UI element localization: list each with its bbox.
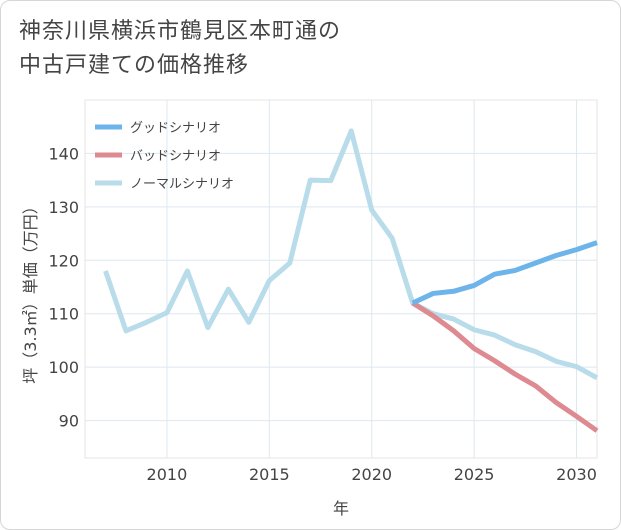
legend-label: バッドシナリオ bbox=[130, 149, 221, 164]
y-tick-label: 120 bbox=[48, 251, 79, 270]
y-tick-label: 90 bbox=[59, 412, 79, 431]
chart-title: 神奈川県横浜市鶴見区本町通の 中古戸建ての価格推移 bbox=[19, 15, 609, 83]
y-tick-label: 100 bbox=[48, 358, 79, 377]
plot-area bbox=[84, 99, 598, 459]
grid-lines bbox=[84, 99, 598, 459]
x-tick-label: 2015 bbox=[249, 465, 290, 484]
y-axis-label: 坪（3.3㎡）単価（万円） bbox=[21, 198, 40, 383]
x-tick-label: 2025 bbox=[454, 465, 495, 484]
x-axis-label: 年 bbox=[333, 499, 349, 518]
series-line-2 bbox=[103, 128, 599, 381]
legend-label: ノーマルシナリオ bbox=[130, 177, 234, 192]
series-lines bbox=[103, 128, 599, 433]
tick-labels: 2010 2015 2020 2025 2030 90 100 110 120 130 140 bbox=[48, 144, 596, 484]
chart-title-line-1: 神奈川県横浜市鶴見区本町通の bbox=[19, 19, 342, 44]
y-tick-label: 140 bbox=[48, 144, 79, 163]
x-tick-label: 2020 bbox=[351, 465, 392, 484]
x-tick-label: 2010 bbox=[147, 465, 188, 484]
legend-label: グッドシナリオ bbox=[130, 121, 221, 136]
y-tick-label: 110 bbox=[48, 305, 79, 324]
chart-title-line-2: 中古戸建ての価格推移 bbox=[19, 53, 250, 78]
series-line-1 bbox=[411, 300, 599, 433]
x-tick-label: 2030 bbox=[556, 465, 597, 484]
series-line-0 bbox=[411, 240, 598, 306]
y-tick-label: 130 bbox=[48, 198, 79, 217]
